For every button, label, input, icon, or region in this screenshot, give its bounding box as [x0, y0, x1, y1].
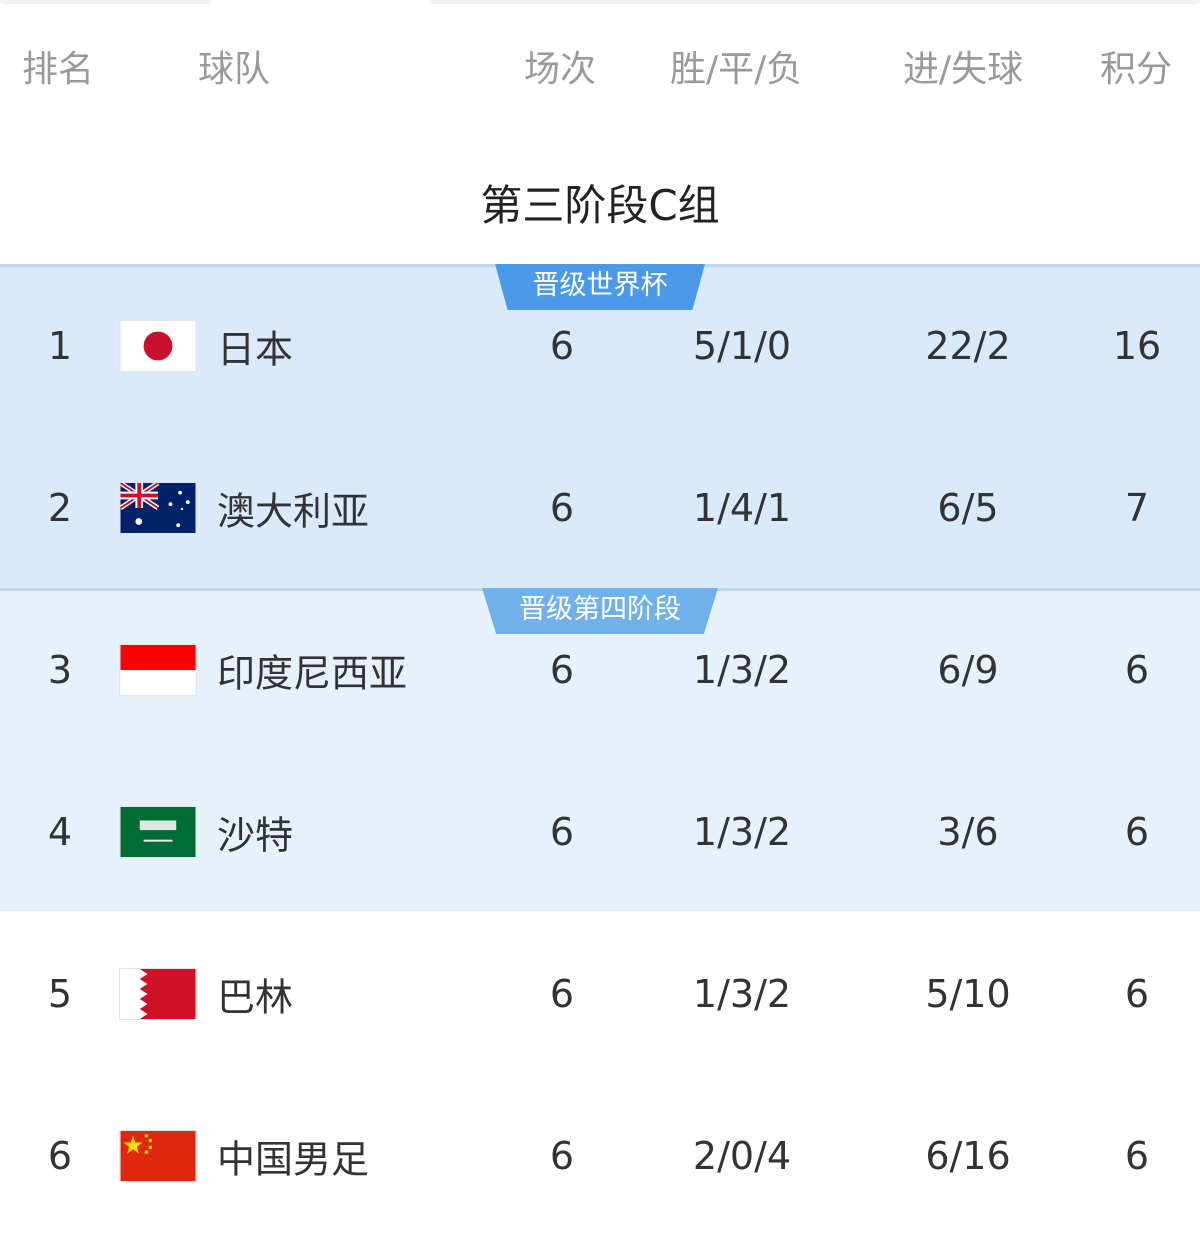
points: 16	[1112, 324, 1162, 368]
points: 6	[1124, 1134, 1150, 1178]
indonesia-flag	[119, 644, 197, 696]
team-name[interactable]: 中国男足	[217, 1137, 370, 1182]
group-title: 第三阶段C组	[480, 181, 720, 230]
points: 7	[1124, 486, 1150, 530]
china-flag	[119, 1130, 197, 1182]
australia-flag	[119, 482, 197, 534]
points: 6	[1124, 648, 1150, 692]
team-name[interactable]: 巴林	[217, 975, 294, 1020]
bahrain-flag	[119, 968, 197, 1020]
qualify-badge: 晋级第四阶段	[482, 588, 718, 634]
tab-indicator	[430, 0, 1200, 4]
goals-for-against: 22/2	[925, 324, 1011, 368]
tab-indicator	[0, 0, 212, 4]
table-row[interactable]: 2 澳大利亚 6 1/4/1 6/5 7	[0, 427, 1200, 589]
table-row[interactable]: 3 印度尼西亚 6 1/3/2 6/9 6	[0, 589, 1200, 751]
points: 6	[1124, 810, 1150, 854]
rank: 2	[47, 486, 73, 530]
rank: 5	[47, 972, 73, 1016]
rank: 3	[47, 648, 73, 692]
team-name[interactable]: 印度尼西亚	[217, 651, 408, 696]
qualify-badge: 晋级世界杯	[495, 264, 705, 310]
played: 6	[549, 810, 575, 854]
played: 6	[549, 486, 575, 530]
goals-for-against: 6/16	[925, 1134, 1011, 1178]
win-draw-loss: 1/3/2	[692, 810, 792, 854]
goals-for-against: 5/10	[925, 972, 1011, 1016]
team-name[interactable]: 澳大利亚	[217, 489, 370, 534]
team-name[interactable]: 沙特	[217, 813, 294, 858]
played: 6	[549, 972, 575, 1016]
win-draw-loss: 1/4/1	[692, 486, 792, 530]
header-played: 场次	[524, 49, 597, 90]
goals-for-against: 3/6	[937, 810, 999, 854]
rank: 4	[47, 810, 73, 854]
table-row[interactable]: 1 日本 6 5/1/0 22/2 16	[0, 265, 1200, 427]
header-wdl: 胜/平/负	[670, 49, 803, 90]
saudi-arabia-flag	[119, 806, 197, 858]
played: 6	[549, 324, 575, 368]
played: 6	[549, 648, 575, 692]
japan-flag	[119, 320, 197, 372]
table-row[interactable]: 5 巴林 6 1/3/2 5/10 6	[0, 913, 1200, 1075]
goals-for-against: 6/9	[937, 648, 999, 692]
header-rank: 排名	[22, 49, 95, 90]
header-points: 积分	[1100, 49, 1173, 90]
rank: 1	[47, 324, 73, 368]
header-goals: 进/失球	[903, 49, 1024, 90]
section-world-cup: 晋级世界杯	[0, 264, 1200, 590]
win-draw-loss: 5/1/0	[692, 324, 792, 368]
table-header: 排名 球队 场次 胜/平/负 进/失球 积分	[0, 40, 1200, 100]
table-row[interactable]: 4 沙特 6 1/3/2 3/6 6	[0, 751, 1200, 913]
win-draw-loss: 1/3/2	[692, 972, 792, 1016]
win-draw-loss: 2/0/4	[692, 1134, 792, 1178]
played: 6	[549, 1134, 575, 1178]
table-row[interactable]: 6 中国男足 6 2/0/4 6/16 6	[0, 1075, 1200, 1237]
rank: 6	[47, 1134, 73, 1178]
section-fourth-stage: 晋级第四阶段	[0, 588, 1200, 911]
team-name[interactable]: 日本	[217, 327, 294, 372]
points: 6	[1124, 972, 1150, 1016]
win-draw-loss: 1/3/2	[692, 648, 792, 692]
goals-for-against: 6/5	[937, 486, 999, 530]
header-team: 球队	[198, 49, 271, 90]
